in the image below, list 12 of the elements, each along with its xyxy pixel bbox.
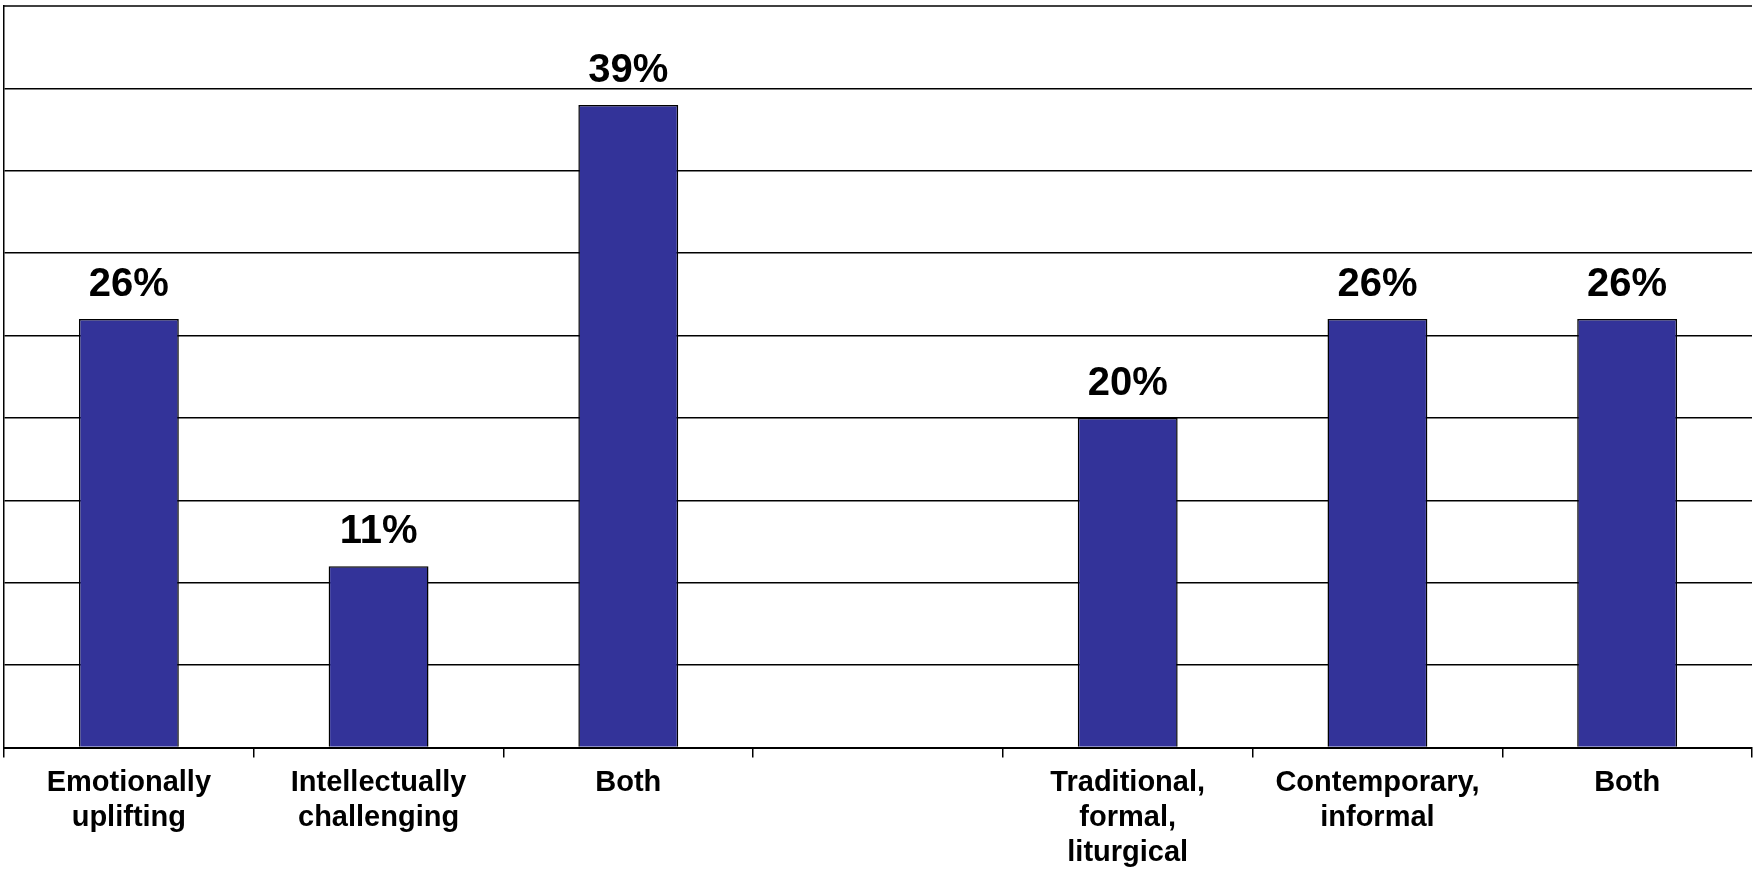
x-tick-label: Both [595, 765, 662, 797]
data-label: 39% [588, 45, 669, 90]
data-label: 26% [1337, 260, 1418, 305]
data-label: 11% [339, 507, 418, 552]
x-tick-label: Intellectually challenging [290, 765, 467, 832]
data-label: 26% [88, 260, 169, 305]
x-tick-label: Contemporary, informal [1275, 765, 1480, 832]
data-label: 20% [1087, 359, 1168, 404]
x-tick-label: Emotionally uplifting [46, 765, 212, 832]
x-tick-label: Both [1594, 765, 1661, 797]
x-tick-label: Traditional, formal, liturgical [1050, 765, 1206, 867]
data-label: 26% [1587, 260, 1668, 305]
